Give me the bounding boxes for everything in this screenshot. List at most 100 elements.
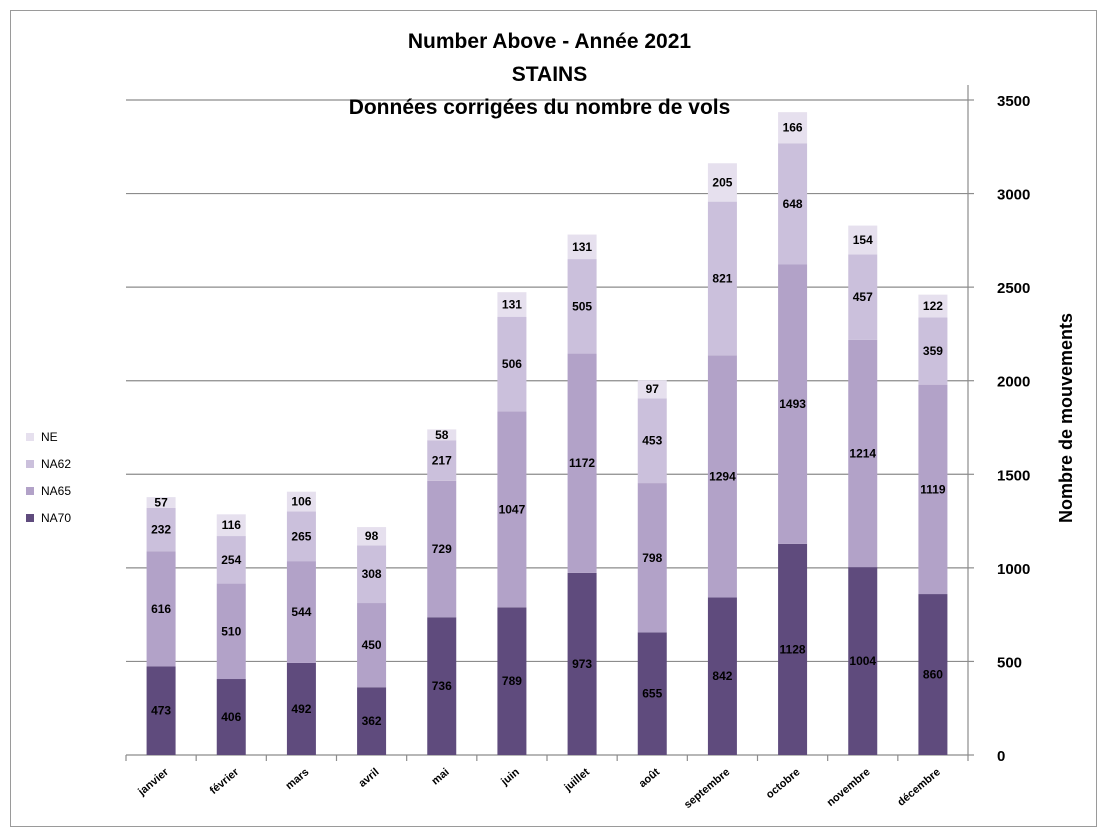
data-label: 510: [221, 624, 241, 638]
bar-segment-ne: [567, 234, 597, 260]
data-label: 1294: [709, 469, 736, 483]
bar-segment-na70: [637, 632, 667, 755]
data-label: 544: [291, 605, 311, 619]
data-label: 821: [712, 271, 732, 285]
bar-segment-ne: [707, 163, 737, 202]
bar-segment-na70: [918, 594, 948, 755]
bar-segment-na70: [427, 617, 457, 755]
data-label: 122: [923, 299, 943, 313]
data-label: 655: [642, 687, 662, 701]
x-tick-label: avril: [356, 766, 381, 790]
bar-segment-na62: [637, 398, 667, 484]
bar-segment-ne: [216, 514, 246, 537]
bar-segment-na62: [778, 143, 808, 265]
y-tick-label: 500: [997, 654, 1022, 671]
data-label: 131: [572, 240, 592, 254]
data-label: 217: [432, 454, 452, 468]
bar-segment-na65: [216, 583, 246, 680]
bar-segment-na62: [918, 317, 948, 385]
data-label: 205: [712, 175, 732, 189]
bar-segment-na62: [497, 316, 527, 412]
bar-segment-na70: [848, 567, 878, 755]
x-tick-label: mars: [283, 766, 311, 792]
bar-segment-na70: [286, 662, 316, 755]
bar-segment-ne: [637, 380, 667, 399]
bar-segment-na70: [216, 679, 246, 755]
bar-segment-na70: [497, 607, 527, 755]
y-axis-title: Nombre de mouvements: [1056, 313, 1076, 523]
bar-segment-na65: [567, 353, 597, 573]
x-tick-label: janvier: [135, 766, 171, 799]
x-tick-label: novembre: [825, 766, 873, 809]
data-label: 97: [646, 382, 660, 396]
bar-segment-na70: [707, 597, 737, 755]
x-tick-label: février: [208, 766, 242, 797]
data-label: 1004: [849, 654, 876, 668]
data-label: 860: [923, 668, 943, 682]
data-label: 492: [291, 702, 311, 716]
bar-segment-na65: [778, 264, 808, 544]
bar-segment-na65: [357, 603, 387, 688]
data-label: 736: [432, 679, 452, 693]
legend-label: NA65: [41, 484, 71, 498]
data-label: 254: [221, 553, 241, 567]
data-label: 473: [151, 704, 171, 718]
bar-segment-na65: [918, 384, 948, 595]
x-tick-label: octobre: [764, 766, 803, 801]
data-label: 131: [502, 297, 522, 311]
data-label: 265: [291, 529, 311, 543]
y-tick-label: 3000: [997, 187, 1030, 204]
data-label: 842: [712, 669, 732, 683]
bar-segment-na62: [146, 507, 176, 552]
bar-segment-na65: [286, 561, 316, 663]
data-label: 973: [572, 657, 592, 671]
legend-swatch: [26, 433, 34, 441]
bar-segment-ne: [778, 112, 808, 144]
chart-title: Number Above - Année 2021: [407, 30, 692, 53]
x-tick-label: août: [637, 766, 663, 790]
bar-segment-na65: [497, 411, 527, 608]
data-label: 359: [923, 344, 943, 358]
data-label: 457: [853, 290, 873, 304]
data-label: 1172: [569, 456, 595, 470]
data-label: 1493: [779, 397, 806, 411]
data-label: 648: [783, 197, 803, 211]
data-label: 450: [362, 638, 382, 652]
bar-segment-na62: [848, 254, 878, 340]
chart-frame: [10, 10, 1097, 827]
y-tick-label: 3500: [997, 93, 1030, 110]
bar-segment-na62: [707, 201, 737, 356]
y-tick-label: 2500: [997, 280, 1030, 297]
data-label: 308: [362, 567, 382, 581]
bar-segment-na65: [146, 551, 176, 667]
data-label: 116: [222, 518, 242, 532]
bar-segment-ne: [848, 225, 878, 255]
data-label: 798: [642, 551, 662, 565]
legend-swatch: [26, 460, 34, 468]
data-label: 57: [154, 495, 168, 509]
legend-label: NE: [41, 430, 58, 444]
bar-segment-na65: [427, 480, 457, 618]
data-label: 232: [151, 522, 171, 536]
data-label: 1214: [849, 447, 876, 461]
bar-segment-na62: [216, 536, 246, 584]
x-tick-label: décembre: [895, 766, 943, 809]
legend-swatch: [26, 514, 34, 522]
data-label: 1128: [780, 642, 806, 656]
bar-segment-ne: [427, 429, 457, 441]
bar-segment-ne: [286, 491, 316, 512]
bar-segment-na62: [357, 545, 387, 604]
bar-segment-na70: [357, 687, 387, 755]
chart-subtitle-2: Données corrigées du nombre de vols: [348, 96, 731, 119]
data-label: 154: [853, 233, 873, 247]
data-label: 98: [365, 529, 379, 543]
bar-segment-ne: [357, 527, 387, 546]
x-tick-label: septembre: [682, 766, 732, 811]
data-label: 729: [432, 542, 452, 556]
data-label: 789: [502, 674, 522, 688]
legend-label: NA62: [41, 457, 71, 471]
data-label: 166: [783, 121, 803, 135]
data-label: 58: [435, 428, 449, 442]
data-label: 406: [221, 710, 241, 724]
chart-subtitle: STAINS: [511, 63, 588, 86]
